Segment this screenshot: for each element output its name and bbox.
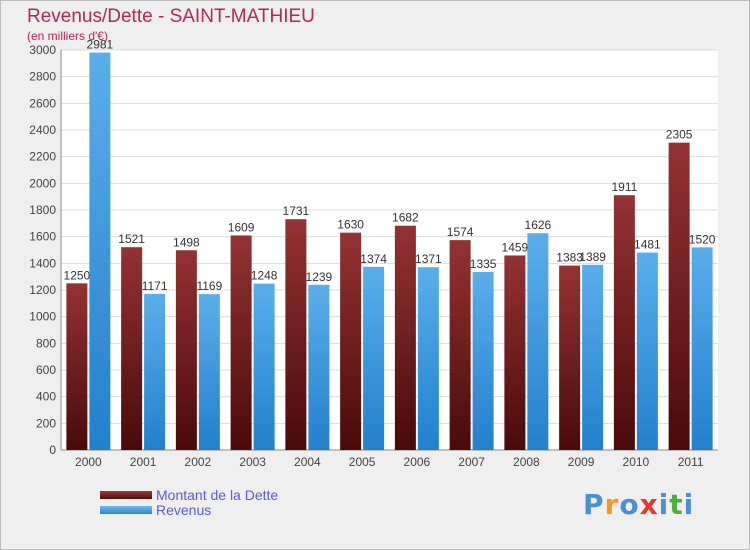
bar-revenus [417, 267, 439, 450]
bar-revenus [198, 294, 220, 450]
x-tick-label: 2003 [239, 455, 266, 469]
y-tick-label: 800 [36, 336, 56, 350]
bar-revenus [308, 284, 330, 450]
x-tick-label: 2002 [185, 455, 212, 469]
data-label-revenus: 1335 [470, 257, 497, 271]
y-tick-label: 1000 [29, 310, 56, 324]
data-label-revenus: 1248 [251, 269, 278, 283]
data-label-revenus: 2981 [87, 38, 114, 52]
bar-revenus [636, 252, 658, 450]
data-label-revenus: 1626 [525, 218, 552, 232]
y-tick-label: 200 [36, 416, 56, 430]
bar-revenus [527, 233, 549, 450]
logo-letter: t [669, 488, 684, 521]
legend-label-revenus: Revenus [156, 501, 212, 518]
proxiti-logo: Proxiti [583, 488, 694, 521]
bar-dette [230, 235, 252, 450]
y-tick-label: 1200 [29, 283, 56, 297]
data-label-dette: 1609 [228, 220, 255, 234]
y-tick-label: 1800 [29, 203, 56, 217]
bar-revenus [89, 52, 111, 451]
y-tick-label: 400 [36, 390, 56, 404]
data-label-revenus: 1169 [196, 279, 222, 293]
bar-dette [121, 247, 143, 450]
logo-letter: r [604, 488, 620, 521]
logo-letter: i [683, 488, 695, 521]
data-label-dette: 1459 [502, 240, 529, 254]
x-tick-label: 2004 [294, 455, 321, 469]
y-tick-label: 2000 [29, 176, 56, 190]
data-label-dette: 1911 [611, 180, 637, 194]
bar-dette [504, 255, 526, 450]
data-label-dette: 1731 [283, 204, 310, 218]
bar-revenus [582, 264, 604, 450]
logo-letter: x [639, 488, 659, 521]
x-tick-label: 2001 [130, 455, 157, 469]
bar-revenus [472, 272, 494, 450]
bar-revenus [144, 293, 166, 450]
x-tick-label: 2000 [75, 455, 102, 469]
data-label-dette: 1574 [447, 225, 474, 239]
legend-swatch-revenus [100, 505, 152, 514]
chart-legend: Montant de la Dette Revenus [100, 486, 279, 518]
x-tick-label: 2011 [678, 455, 704, 469]
y-tick-label: 1600 [29, 230, 56, 244]
chart-subtitle: (en milliers d'€) [27, 29, 108, 43]
legend-item-revenus: Revenus [100, 501, 278, 518]
data-label-revenus: 1239 [306, 270, 333, 284]
y-tick-label: 3000 [29, 43, 56, 57]
y-tick-label: 2400 [29, 123, 56, 137]
bar-dette [668, 142, 690, 450]
bar-dette [613, 195, 635, 450]
data-label-dette: 2305 [666, 128, 693, 142]
y-tick-label: 600 [36, 363, 56, 377]
y-tick-label: 2800 [29, 70, 56, 84]
x-tick-label: 2009 [568, 455, 595, 469]
bar-dette [175, 250, 197, 450]
logo-letter: o [619, 488, 640, 521]
data-label-revenus: 1520 [689, 232, 716, 246]
logo-letter: i [658, 488, 670, 521]
x-tick-label: 2010 [623, 455, 650, 469]
bar-dette [449, 240, 471, 450]
y-tick-label: 0 [49, 443, 56, 457]
legend-label-dette: Montant de la Dette [156, 486, 279, 503]
data-label-revenus: 1481 [634, 238, 661, 252]
bar-dette [394, 225, 416, 450]
data-label-revenus: 1371 [415, 252, 442, 266]
data-label-dette: 1682 [392, 211, 419, 225]
bar-dette [559, 265, 581, 450]
chart-title: Revenus/Dette - SAINT-MATHIEU [27, 6, 315, 27]
data-label-revenus: 1389 [579, 250, 606, 264]
data-label-revenus: 1374 [360, 252, 387, 266]
bar-revenus [691, 247, 713, 450]
legend-swatch-dette [100, 490, 152, 499]
bar-dette [285, 219, 307, 450]
logo-letter: P [583, 488, 605, 521]
legend-item-dette: Montant de la Dette [100, 486, 279, 503]
x-tick-label: 2006 [404, 455, 431, 469]
bar-revenus [363, 266, 385, 450]
data-label-revenus: 1171 [142, 279, 168, 293]
data-label-dette: 1383 [556, 251, 583, 265]
x-tick-label: 2005 [349, 455, 376, 469]
bar-revenus [253, 283, 275, 450]
y-tick-label: 1400 [29, 256, 56, 270]
x-tick-label: 2007 [458, 455, 485, 469]
x-tick-label: 2008 [513, 455, 540, 469]
y-tick-label: 2600 [29, 96, 56, 110]
y-tick-label: 2200 [29, 150, 56, 164]
data-label-dette: 1498 [173, 235, 200, 249]
bar-dette [340, 232, 362, 450]
data-label-dette: 1521 [118, 232, 145, 246]
plot-area [61, 50, 718, 450]
data-label-dette: 1250 [64, 268, 91, 282]
data-label-dette: 1630 [337, 218, 364, 232]
bar-dette [66, 283, 88, 450]
